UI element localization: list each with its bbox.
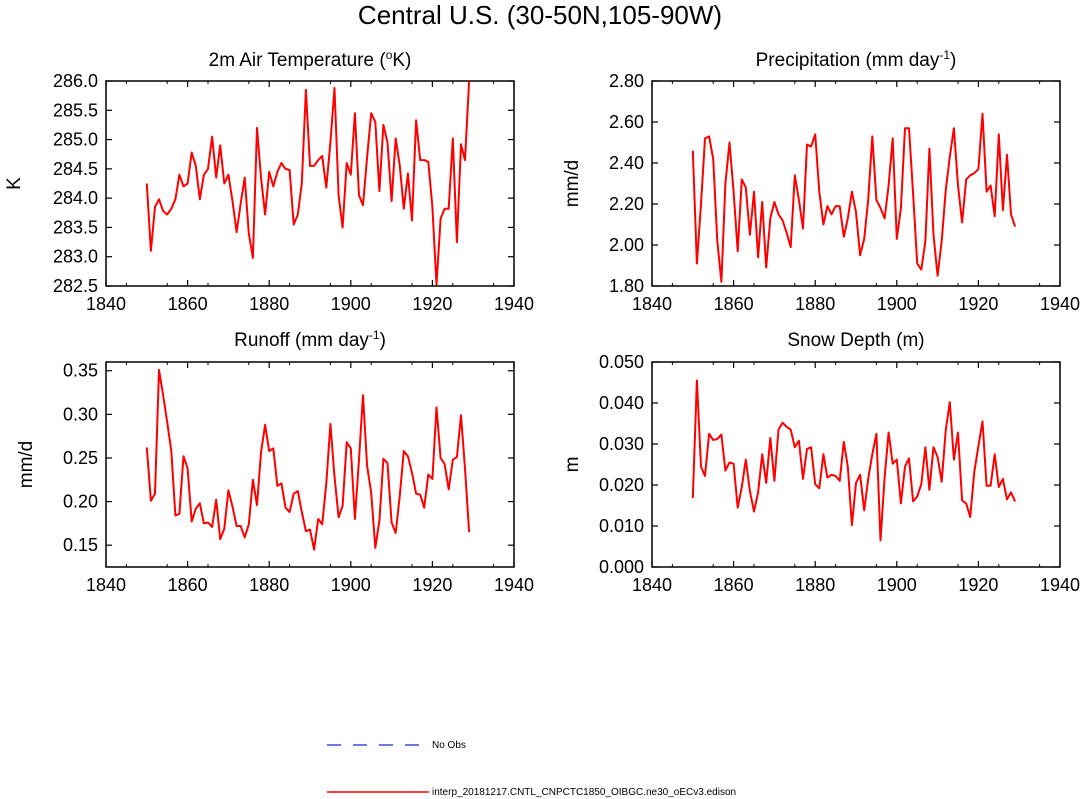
y-tick-label: 2.80 (609, 71, 644, 91)
series-line-air-temperature (145, 80, 471, 286)
legend-model-label: interp_20181217.CNTL_CNPCTC1850_OIBGC.ne… (432, 787, 736, 798)
y-tick-label: 0.35 (63, 361, 98, 381)
y-tick-label: 0.030 (599, 434, 644, 454)
x-tick-label: 1880 (249, 575, 289, 595)
y-tick-label: 0.020 (599, 475, 644, 495)
y-tick-label: 285.5 (53, 100, 98, 120)
y-tick-label: 0.010 (599, 516, 644, 536)
x-tick-label: 1900 (331, 294, 371, 314)
panel-title-snow-depth: Snow Depth (m) (787, 330, 924, 351)
series-line-snow-depth (691, 379, 1017, 542)
x-tick-label: 1880 (795, 575, 835, 595)
x-tick-label: 1880 (249, 294, 289, 314)
y-axis-label-snow-depth: m (562, 457, 583, 473)
x-tick-label: 1940 (1040, 294, 1080, 314)
plot-frame-precipitation (651, 80, 1061, 287)
x-tick-label: 1860 (714, 294, 754, 314)
y-tick-label: 0.050 (599, 352, 644, 372)
y-tick-label: 283.5 (53, 217, 98, 237)
x-tick-label: 1920 (958, 294, 998, 314)
y-axis-label-runoff: mm/d (16, 441, 37, 489)
y-tick-label: 2.00 (609, 235, 644, 255)
y-tick-label: 0.25 (63, 448, 98, 468)
y-tick-label: 2.20 (609, 194, 644, 214)
plot-frame-runoff (105, 361, 515, 568)
x-tick-label: 1860 (168, 294, 208, 314)
y-axis-label-air-temperature: K (4, 177, 25, 190)
x-tick-label: 1940 (494, 575, 534, 595)
x-tick-label: 1900 (877, 575, 917, 595)
panel-title-air-temperature: 2m Air Temperature (oK) (209, 48, 412, 71)
y-tick-label: 286.0 (53, 71, 98, 91)
plot-frame-air-temperature (105, 80, 515, 287)
x-tick-label: 1940 (494, 294, 534, 314)
y-tick-label: 2.60 (609, 112, 644, 132)
y-tick-label: 2.40 (609, 153, 644, 173)
y-tick-label: 0.15 (63, 535, 98, 555)
panel-runoff: Runoff (mm day-1) mm/d 1840 1860 1880 1900 192… (16, 328, 534, 595)
series-line-precipitation (691, 112, 1017, 283)
x-tick-label: 1840 (632, 294, 672, 314)
y-tick-label: 0.20 (63, 492, 98, 512)
plot-frame-snow-depth (651, 361, 1061, 568)
x-tick-label: 1880 (795, 294, 835, 314)
x-tick-label: 1840 (86, 294, 126, 314)
legend: No Obs interp_20181217.CNTL_CNPCTC1850_O… (327, 740, 736, 798)
panel-title-runoff: Runoff (mm day-1) (234, 328, 386, 351)
y-tick-label: 0.000 (599, 557, 644, 577)
x-tick-label: 1840 (632, 575, 672, 595)
x-tick-label: 1900 (331, 575, 371, 595)
x-tick-label: 1920 (412, 294, 452, 314)
y-tick-label: 0.040 (599, 393, 644, 413)
y-tick-label: 284.5 (53, 159, 98, 179)
legend-obs-label: No Obs (432, 740, 466, 751)
panel-snow-depth: Snow Depth (m) m 1840 1860 1880 1900 1920 1940 0… (562, 330, 1080, 595)
y-tick-label: 283.0 (53, 247, 98, 267)
y-axis-label-precipitation: mm/d (562, 160, 583, 208)
x-tick-label: 1920 (958, 575, 998, 595)
y-tick-label: 0.30 (63, 404, 98, 424)
x-tick-label: 1840 (86, 575, 126, 595)
x-tick-label: 1920 (412, 575, 452, 595)
panel-air-temperature: 2m Air Temperature (oK) K 1840 1860 1880 1900… (4, 48, 534, 314)
x-tick-label: 1860 (714, 575, 754, 595)
x-tick-label: 1940 (1040, 575, 1080, 595)
series-line-runoff (145, 368, 471, 551)
y-tick-label: 1.80 (609, 276, 644, 296)
figure-title: Central U.S. (30-50N,105-90W) (358, 0, 722, 30)
panel-title-precipitation: Precipitation (mm day-1) (756, 48, 957, 71)
y-tick-label: 284.0 (53, 188, 98, 208)
y-tick-label: 282.5 (53, 276, 98, 296)
x-tick-label: 1860 (168, 575, 208, 595)
y-tick-label: 285.0 (53, 130, 98, 150)
panel-precipitation: Precipitation (mm day-1) mm/d 1840 1860 1880… (562, 48, 1080, 314)
x-tick-label: 1900 (877, 294, 917, 314)
